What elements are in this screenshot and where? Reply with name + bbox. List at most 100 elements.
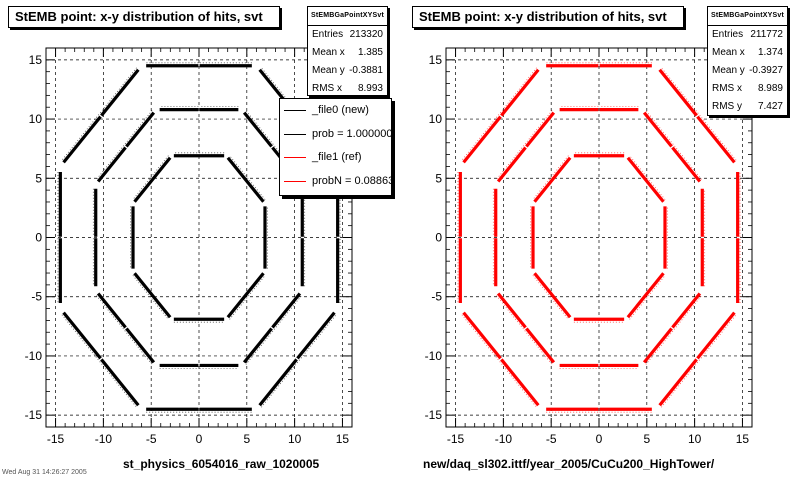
right-hit-scatter: [496, 145, 525, 180]
left-stats-row: Mean y -0.3881: [312, 65, 383, 76]
left-x-tick-label: 0: [196, 432, 203, 446]
left-stats-title: StEMBGaPointXYSvt: [308, 7, 387, 26]
right-hit-scatter: [499, 361, 537, 408]
right-stats-row: RMS y 7.427: [712, 101, 783, 112]
right-hit-ladder: [696, 311, 736, 360]
left-stats-box: StEMBGaPointXYSvt Entries 213320 Mean x 1.…: [307, 6, 388, 96]
left-hit-ladder: [133, 156, 172, 203]
left-y-tick-label: -15: [25, 408, 43, 422]
left-hit-scatter: [96, 295, 125, 330]
right-stats-title: StEMBGaPointXYSvt: [708, 7, 787, 26]
right-x-tick-label: 15: [736, 432, 750, 446]
left-hit-ladder: [125, 111, 156, 148]
left-hit-ladder: [258, 358, 298, 407]
left-hit-scatter: [229, 155, 266, 200]
right-y-tick-label: 10: [429, 112, 443, 126]
right-hit-scatter: [461, 314, 500, 361]
right-stats-row: RMS x 8.989: [712, 83, 783, 94]
right-hit-ladder: [496, 292, 527, 329]
right-y-tick-label: -10: [425, 349, 443, 363]
left-x-tick-label: 10: [288, 432, 302, 446]
right-hit-scatter: [698, 314, 737, 361]
left-y-tick-label: 15: [29, 53, 43, 67]
right-y-tick-label: 0: [435, 231, 442, 245]
right-hit-scatter: [532, 155, 569, 200]
right-hit-ladder: [671, 292, 702, 329]
right-stats-row: Mean y -0.3927: [712, 65, 783, 76]
right-x-tick-label: -10: [495, 432, 513, 446]
left-hit-scatter: [124, 110, 153, 145]
left-hit-ladder: [226, 272, 265, 319]
right-x-tick-label: 10: [688, 432, 702, 446]
legend-entry-prob: prob = 1.000000: [280, 123, 391, 147]
legend-box: _file0 (new) prob = 1.000000 _file1 (ref…: [279, 98, 392, 196]
left-hit-ladder: [271, 292, 302, 329]
right-x-tick-label: 0: [596, 432, 603, 446]
left-hit-scatter: [99, 361, 137, 408]
left-hit-scatter: [261, 361, 299, 408]
right-hit-scatter: [629, 275, 666, 320]
right-hit-ladder: [500, 68, 540, 117]
right-hit-ladder: [696, 115, 736, 164]
right-y-tick-label: 15: [429, 53, 443, 67]
left-x-axis-title: st_physics_6054016_raw_1020005: [123, 457, 320, 471]
left-hit-ladder: [96, 292, 127, 329]
left-y-tick-label: 10: [29, 112, 43, 126]
left-x-tick-label: -5: [146, 432, 157, 446]
left-stats-row: Mean x 1.385: [312, 47, 383, 58]
left-hit-ladder: [96, 146, 127, 183]
right-x-tick-label: 5: [643, 432, 650, 446]
left-stats-row: Entries 213320: [312, 29, 383, 40]
right-hit-ladder: [525, 111, 556, 148]
left-hit-scatter: [124, 330, 153, 365]
right-hit-ladder: [642, 327, 673, 364]
left-hit-scatter: [132, 275, 169, 320]
right-hit-ladder: [658, 358, 698, 407]
timestamp-footer: Wed Aug 31 14:26:27 2005: [2, 469, 87, 476]
right-hit-scatter: [499, 67, 537, 114]
left-y-tick-label: -10: [25, 349, 43, 363]
right-hit-scatter: [461, 114, 500, 161]
right-hit-ladder: [658, 68, 698, 117]
left-y-tick-label: -5: [31, 290, 42, 304]
right-y-tick-label: -15: [425, 408, 443, 422]
left-hit-ladder: [100, 358, 140, 407]
right-hit-scatter: [629, 155, 666, 200]
left-x-tick-label: -10: [95, 432, 113, 446]
right-hit-ladder: [671, 146, 702, 183]
right-hit-ladder: [462, 311, 502, 360]
right-hit-scatter: [673, 145, 702, 180]
left-hit-scatter: [229, 275, 266, 320]
right-hit-scatter: [661, 361, 699, 408]
right-x-axis-title: new/daq_sl302.ittf/year_2005/CuCu200_Hig…: [423, 457, 715, 471]
left-y-tick-label: 0: [35, 231, 42, 245]
left-hit-ladder: [133, 272, 172, 319]
left-hit-scatter: [245, 110, 274, 145]
left-hit-scatter: [61, 314, 100, 361]
left-hit-scatter: [96, 145, 125, 180]
left-x-tick-label: 15: [336, 432, 350, 446]
legend-entry-file0: _file0 (new): [280, 99, 391, 123]
right-hit-scatter: [673, 295, 702, 330]
right-hit-ladder: [525, 327, 556, 364]
right-stats-box: StEMBGaPointXYSvt Entries 211772 Mean x 1.…: [707, 6, 788, 116]
left-hit-ladder: [226, 156, 265, 203]
left-hit-scatter: [298, 314, 337, 361]
right-y-tick-label: 5: [435, 171, 442, 185]
legend-entry-probn: probN = 0.088637: [280, 170, 391, 194]
right-hit-scatter: [698, 114, 737, 161]
right-plot-title: StEMB point: x-y distribution of hits, s…: [412, 6, 684, 28]
left-stats-row: RMS x 8.993: [312, 83, 383, 94]
left-hit-scatter: [273, 295, 302, 330]
left-hit-ladder: [125, 327, 156, 364]
left-hit-ladder: [242, 327, 273, 364]
right-hit-scatter: [645, 110, 674, 145]
left-hit-ladder: [296, 311, 336, 360]
right-hit-scatter: [532, 275, 569, 320]
left-x-tick-label: 5: [243, 432, 250, 446]
legend-entry-file1: _file1 (ref): [280, 146, 391, 170]
right-hit-ladder: [533, 272, 572, 319]
left-hit-scatter: [61, 114, 100, 161]
left-plot-title: StEMB point: x-y distribution of hits, s…: [8, 6, 280, 28]
